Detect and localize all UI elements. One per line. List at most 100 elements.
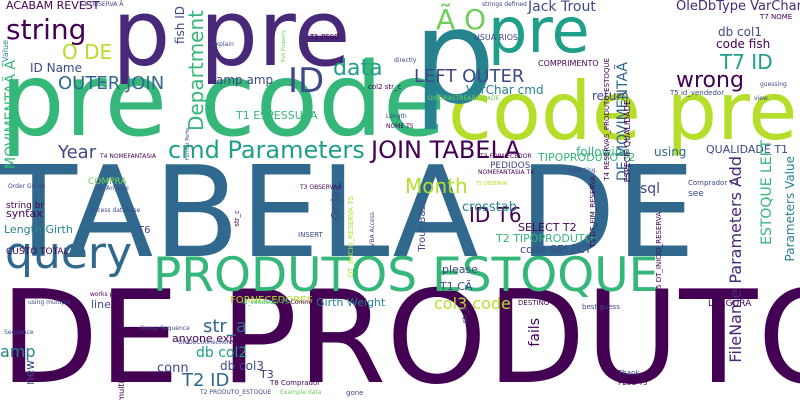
word-t5-dt-fim: T5 DT_FIM_RESERVA (589, 176, 597, 248)
word-outer-join: OUTER JOIN (58, 73, 165, 94)
word-sql: sql (640, 181, 661, 197)
word-amp: amp (0, 342, 36, 361)
word-left-outer: LEFT OUTER (414, 66, 525, 87)
word-t7-id: T7 ID (720, 50, 773, 74)
word-db-col3: db col3 (220, 359, 264, 373)
word-varchar-cmd: VarChar cmd (466, 83, 544, 97)
word-custo-total: CUSTO TOTAL (6, 247, 69, 257)
word-oledbcommand: OleDbCommand (272, 299, 322, 306)
word-t3-fornecedor: T3 FORNECEDOR (480, 153, 532, 160)
word-t8-comprador: T8 Comprador (270, 379, 321, 387)
word-str-c: str_c (233, 210, 241, 227)
word-explain: explain (212, 41, 234, 48)
word-value: Value (1, 40, 10, 62)
word-db-col2: db col2 (196, 345, 248, 361)
word-estoque-left: ESTOQUE LEFT (759, 140, 775, 245)
word-trout-bass: Trout Bass (417, 200, 428, 252)
word-a-o: Ã O (436, 3, 487, 36)
word-conn: conn (157, 361, 189, 376)
word-comprimento: COMPRIMENTO (538, 59, 599, 68)
word-id-top: ID (288, 61, 325, 101)
word-filename-parameters: FileName Parameters Add (726, 156, 745, 363)
word-col2-str-c: col2 str_c (368, 83, 402, 91)
word-destino-t3: DESTINO T3 (518, 299, 561, 307)
word-p: p (413, 0, 496, 133)
word-string: string (6, 13, 87, 46)
word-fish-property: Fish Property (281, 30, 287, 63)
word-t3-observaa: T3 OBSERVAÃ (300, 184, 342, 191)
word-using-multiple: using multiple (28, 299, 71, 306)
word-best-guess: best guess (582, 303, 620, 311)
word-department: Department (184, 10, 208, 132)
word-pedidos: PEDIDOS (490, 161, 531, 171)
word-syntax: syntax (6, 207, 43, 220)
word-pre-code: pre code (0, 41, 446, 160)
word-crosstab: crosstab (462, 200, 518, 215)
word-dt-inicio-reserva: DT_INICIO_RESERVA T5 (347, 196, 355, 278)
word-pre: pre (488, 0, 590, 67)
word-order: Order (329, 186, 343, 221)
word-reporting: reporting (568, 167, 596, 174)
word-line: line (91, 298, 111, 311)
word-t4-nomefantasia: T4 NOMEFANTASIA (100, 153, 157, 160)
word-code-pre: code pre (448, 65, 798, 158)
word-br-anyone: br Anyone (98, 185, 129, 192)
word-gone: gone (346, 389, 364, 397)
word-t1-ca: T1 CÃ (440, 280, 473, 293)
word-t6: T6 (138, 225, 151, 236)
word-p-pre: p pre (112, 0, 351, 87)
word-amp-amp: amp amp (216, 73, 274, 87)
word-t2-tipoproduto: T2 TIPOPRODUTO (496, 232, 594, 245)
word-nome-t5: NOME T5 (386, 123, 414, 130)
word-movimenta-left: MOVIMENTAÃ Ã (3, 60, 19, 169)
word-usua-rios: USUÁ RIOS (474, 33, 519, 42)
word-t1-peso: T1 PESO (310, 33, 340, 41)
word-oledbtype-varchar: OleDbType VarChar (676, 0, 800, 14)
word-fornecedores: FORNECEDORES (230, 295, 313, 306)
word-multiple-variables: multiple variables (117, 330, 126, 400)
word-fails: fails (527, 318, 543, 347)
word-comprador-t7: Comprador T7 (688, 179, 739, 187)
word-return: return (592, 89, 629, 103)
word-example-data: Example data (280, 389, 322, 396)
word-cmd-parameters: cmd Parameters (168, 136, 365, 164)
word-code-fish: code fish (716, 37, 771, 51)
word-anyone-explain: anyone explain (172, 332, 257, 345)
word-query: query (5, 228, 133, 279)
word-col3-code: col3 code (434, 294, 511, 313)
word-works-perfectly: works perfectly (90, 291, 137, 298)
word-id-name: ID Name (30, 61, 82, 75)
word-parameters-value: Parameters Value (783, 156, 797, 262)
word-db-col1: db col1 (718, 25, 762, 39)
word-o-de: O DE (62, 40, 113, 64)
word-t5-dt-inicio: T5 DT_INICIO_RESERVA (655, 212, 663, 294)
word-t1-observa: T1 OBSERVA Ã (80, 1, 124, 8)
word-select-t2: SELECT T2 (518, 221, 577, 234)
word-largura: LARGURA (708, 299, 752, 309)
word-strings-defined: strings defined (482, 1, 527, 8)
word-t4-reservas: T4 RESERVAS_PRODUTO_ESTOQUE (603, 58, 611, 181)
word-length: Length (386, 113, 407, 120)
word-string-br: string br (6, 201, 45, 211)
word-t2-produto-estoque: T2 PRODUTO_ESTOQUE (200, 389, 272, 396)
word-id-vendedor-t5: id_vendedor T5 (242, 299, 289, 306)
word-month: Month (405, 174, 468, 198)
word-insert: INSERT (298, 231, 323, 239)
word-please: please (442, 263, 479, 276)
word-t2-id: T2 ID (182, 370, 230, 391)
word-compra: COMPRA (88, 177, 127, 187)
word-nomefantasia-t4: NOMEFANTASIA T4 (478, 169, 535, 176)
word-str-b: str_b (461, 306, 469, 324)
word-str-a: str_a (203, 316, 247, 337)
word-join-tabela: JOIN TABELA (371, 136, 521, 164)
word-directly: directly (394, 57, 417, 64)
word-digorastreabilidade: DIGORASTREABILIDADE (428, 95, 500, 102)
word-format-perfe: Format Perfe (185, 128, 191, 161)
word-oledbconnection: OleDbConnection (178, 339, 231, 346)
word-produtos-estoque: PRODUTOS ESTOQUE (153, 248, 659, 303)
word-sequence: Sequence (4, 329, 34, 336)
word-tabela-de: TABELA DE (0, 139, 696, 286)
word-length-girth: Length Girth (4, 223, 73, 236)
word-girth-weight: Girth Weight (316, 296, 386, 309)
